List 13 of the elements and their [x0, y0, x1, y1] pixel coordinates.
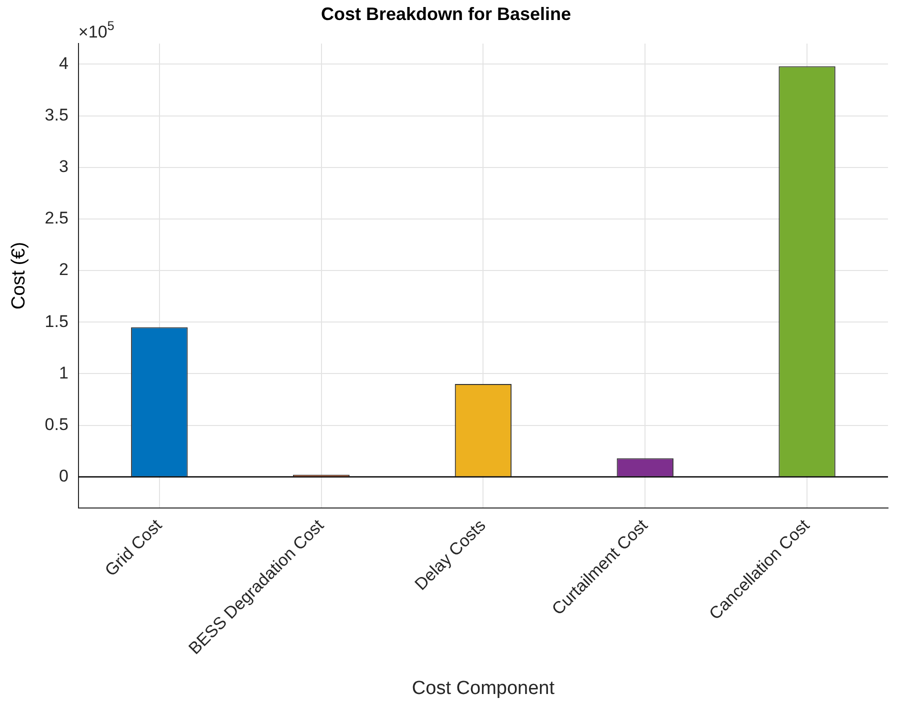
x-tick-label: Grid Cost	[101, 516, 166, 580]
y-tick-label: 0	[58, 466, 68, 486]
y-tick-label: 3	[58, 157, 68, 176]
y-tick-label: 2	[58, 260, 68, 280]
y-tick-label: 4	[58, 54, 68, 73]
x-axis-title: Cost Component	[412, 678, 556, 699]
y-tick-label: 1.5	[44, 312, 68, 331]
chart-title: Cost Breakdown for Baseline	[320, 4, 572, 24]
y-tick-label: 2.5	[44, 208, 68, 228]
y-axis-title: Cost (€)	[8, 242, 30, 310]
y-tick-label: 0.5	[44, 414, 68, 434]
y-tick-label: 3.5	[44, 106, 68, 124]
y-tick-label: 1	[58, 363, 68, 382]
